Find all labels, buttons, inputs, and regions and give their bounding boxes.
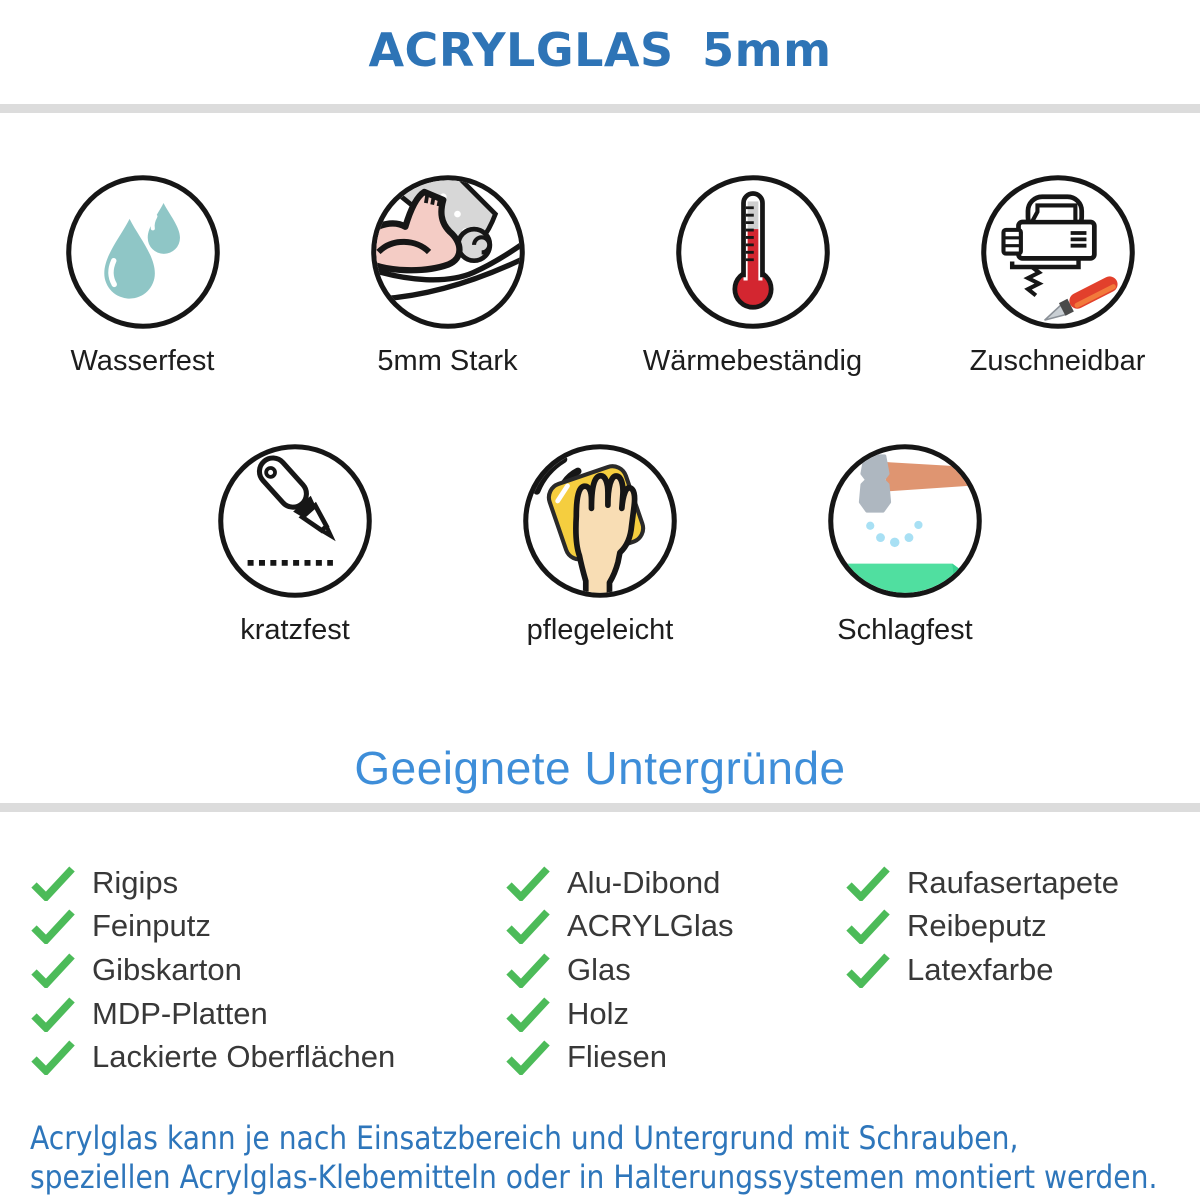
list-item: Latexfarbe <box>845 948 1200 992</box>
surface-label: Reibeputz <box>907 908 1047 944</box>
feature-schlagfest: Schlagfest <box>765 442 1045 647</box>
check-icon <box>506 866 550 901</box>
list-item: Glas <box>505 948 845 992</box>
mounting-note: Acrylglas kann je nach Einsatzbereich un… <box>30 1119 1192 1198</box>
surface-label: Holz <box>567 995 630 1031</box>
hammer-impact-icon <box>828 444 982 598</box>
surface-label: Lackierte Oberflächen <box>92 1039 396 1075</box>
feature-row-1: Wasserfest 5 <box>0 173 1200 378</box>
surface-label: Raufasertapete <box>907 864 1119 900</box>
check-icon <box>506 997 550 1032</box>
feature-label: kratzfest <box>240 614 350 646</box>
feature-label: Schlagfest <box>837 614 973 646</box>
divider-middle <box>0 803 1200 812</box>
feature-waermebestaendig: Wärmebeständig <box>613 173 893 378</box>
thermometer-icon <box>675 175 830 329</box>
check-icon <box>31 997 75 1032</box>
feature-label: pflegeleicht <box>526 614 674 646</box>
jigsaw-knife-icon <box>980 175 1135 329</box>
check-icon <box>506 953 550 988</box>
list-item: Alu-Dibond <box>505 861 845 905</box>
feature-5mm-stark: 5mm Stark <box>308 173 588 378</box>
list-item: Reibeputz <box>845 905 1200 949</box>
check-icon <box>846 866 890 901</box>
list-item: ACRYLGlas <box>505 905 845 949</box>
feature-kratzfest: kratzfest <box>155 442 435 647</box>
list-item: Holz <box>505 992 845 1036</box>
check-icon <box>846 909 890 945</box>
divider-top <box>0 104 1200 113</box>
check-icon <box>31 1040 75 1076</box>
page-title: ACRYLGLAS 5mm <box>368 23 832 77</box>
flexed-arm-sheet-icon <box>370 175 525 329</box>
check-icon <box>506 1040 550 1076</box>
list-item: Rigips <box>30 861 505 905</box>
surface-label: ACRYLGlas <box>567 908 734 944</box>
surface-label: MDP-Platten <box>92 995 268 1031</box>
check-icon <box>31 909 75 945</box>
wiping-hand-cloth-icon <box>523 444 677 598</box>
feature-wasserfest: Wasserfest <box>3 173 283 378</box>
check-icon <box>31 866 75 901</box>
feature-pflegeleicht: pflegeleicht <box>460 442 740 647</box>
check-icon <box>31 953 75 988</box>
utility-knife-icon <box>218 444 372 598</box>
mounting-note-line2: speziellen Acrylglas-Klebemitteln oder i… <box>30 1158 1158 1197</box>
check-icon <box>506 909 550 945</box>
surface-label: Glas <box>567 951 631 987</box>
feature-label: Zuschneidbar <box>969 345 1146 377</box>
surfaces-column-2: Alu-Dibond ACRYLGlas Glas Holz Fliesen <box>505 861 845 1079</box>
feature-label: Wasserfest <box>70 345 215 377</box>
surface-label: Latexfarbe <box>907 951 1054 987</box>
list-item: Fliesen <box>505 1035 845 1079</box>
list-item: Lackierte Oberflächen <box>30 1035 505 1079</box>
surface-label: Rigips <box>92 864 179 900</box>
list-item: MDP-Platten <box>30 992 505 1036</box>
water-drops-icon <box>65 175 220 329</box>
feature-zuschneidbar: Zuschneidbar <box>918 173 1198 378</box>
surface-label: Feinputz <box>92 908 211 944</box>
feature-label: Wärmebeständig <box>642 345 863 377</box>
surfaces-list: Rigips Feinputz Gibskarton MDP-Platten L… <box>0 861 1200 1079</box>
feature-label: 5mm Stark <box>377 345 518 377</box>
hobby-knife <box>1043 276 1118 321</box>
list-item: Gibskarton <box>30 948 505 992</box>
list-item: Raufasertapete <box>845 861 1200 905</box>
surface-label: Fliesen <box>567 1039 667 1075</box>
surfaces-column-3: Raufasertapete Reibeputz Latexfarbe <box>845 861 1200 1079</box>
section-subtitle: Geeignete Untergründe <box>354 742 846 794</box>
list-item: Feinputz <box>30 905 505 949</box>
feature-row-2: kratzfest pflegeleicht <box>0 442 1200 647</box>
surface-label: Gibskarton <box>92 951 242 987</box>
surfaces-column-1: Rigips Feinputz Gibskarton MDP-Platten L… <box>30 861 505 1079</box>
surface-label: Alu-Dibond <box>567 864 721 900</box>
mounting-note-line1: Acrylglas kann je nach Einsatzbereich un… <box>30 1118 1019 1157</box>
check-icon <box>846 953 890 988</box>
